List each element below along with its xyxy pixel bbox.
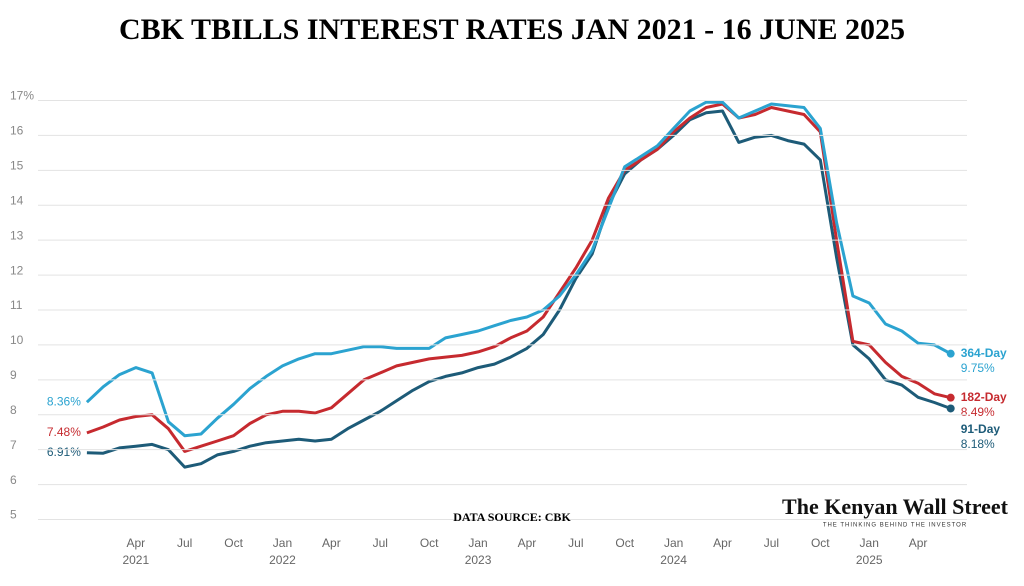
value-label: 8.18% [961,437,995,451]
y-tick-label: 12 [10,263,24,277]
y-tick-label: 7 [10,438,17,452]
y-tick-label: 17% [10,89,34,103]
y-tick-label: 11 [10,298,23,312]
x-tick-label: Apr [518,536,537,550]
x-tick-label: Apr [322,536,341,550]
x-year-label: 2021 [122,553,149,567]
x-tick-label: Apr [126,536,145,550]
legend-label: 182-Day [961,390,1007,404]
value-label: 9.75% [961,361,995,375]
value-label: 8.49% [961,405,995,419]
x-tick-label: Jul [373,536,388,550]
x-tick-label: Jan [273,536,292,550]
series-line [85,100,952,438]
x-tick-label: Jan [468,536,487,550]
y-tick-label: 15 [10,159,24,173]
x-tick-label: Apr [713,536,732,550]
value-label: 7.48% [47,425,81,439]
y-tick-label: 5 [10,508,17,522]
value-label: 6.91% [47,445,81,459]
x-tick-label: Jul [764,536,779,550]
y-tick-label: 6 [10,473,17,487]
series-line [86,109,952,469]
x-tick-label: Oct [811,536,830,550]
legend-label: 91-Day [961,422,1001,436]
x-year-label: 2023 [465,553,492,567]
watermark: The Kenyan Wall Street [782,494,1009,519]
x-tick-label: Apr [909,536,928,550]
y-tick-label: 13 [10,228,24,242]
legend-label: 364-Day [961,346,1007,360]
y-tick-label: 16 [10,124,24,138]
y-tick-label: 8 [10,403,17,417]
value-label: 8.36% [47,394,81,408]
x-tick-label: Jul [568,536,583,550]
x-tick-label: Jan [664,536,683,550]
x-year-label: 2022 [269,553,296,567]
x-tick-label: Jan [860,536,879,550]
x-tick-label: Oct [224,536,243,550]
x-tick-label: Jul [177,536,192,550]
source: DATA SOURCE: CBK [453,510,571,524]
y-tick-label: 14 [10,193,24,207]
x-tick-label: Oct [615,536,634,550]
y-tick-label: 10 [10,333,24,347]
x-tick-label: Oct [420,536,439,550]
chart-title: CBK TBILLS INTEREST RATES JAN 2021 - 16 … [119,13,905,46]
y-tick-label: 9 [10,368,17,382]
x-year-label: 2025 [856,553,883,567]
watermark-tagline: THE THINKING BEHIND THE INVESTOR [823,523,967,529]
series-line [86,102,952,453]
x-year-label: 2024 [660,553,687,567]
